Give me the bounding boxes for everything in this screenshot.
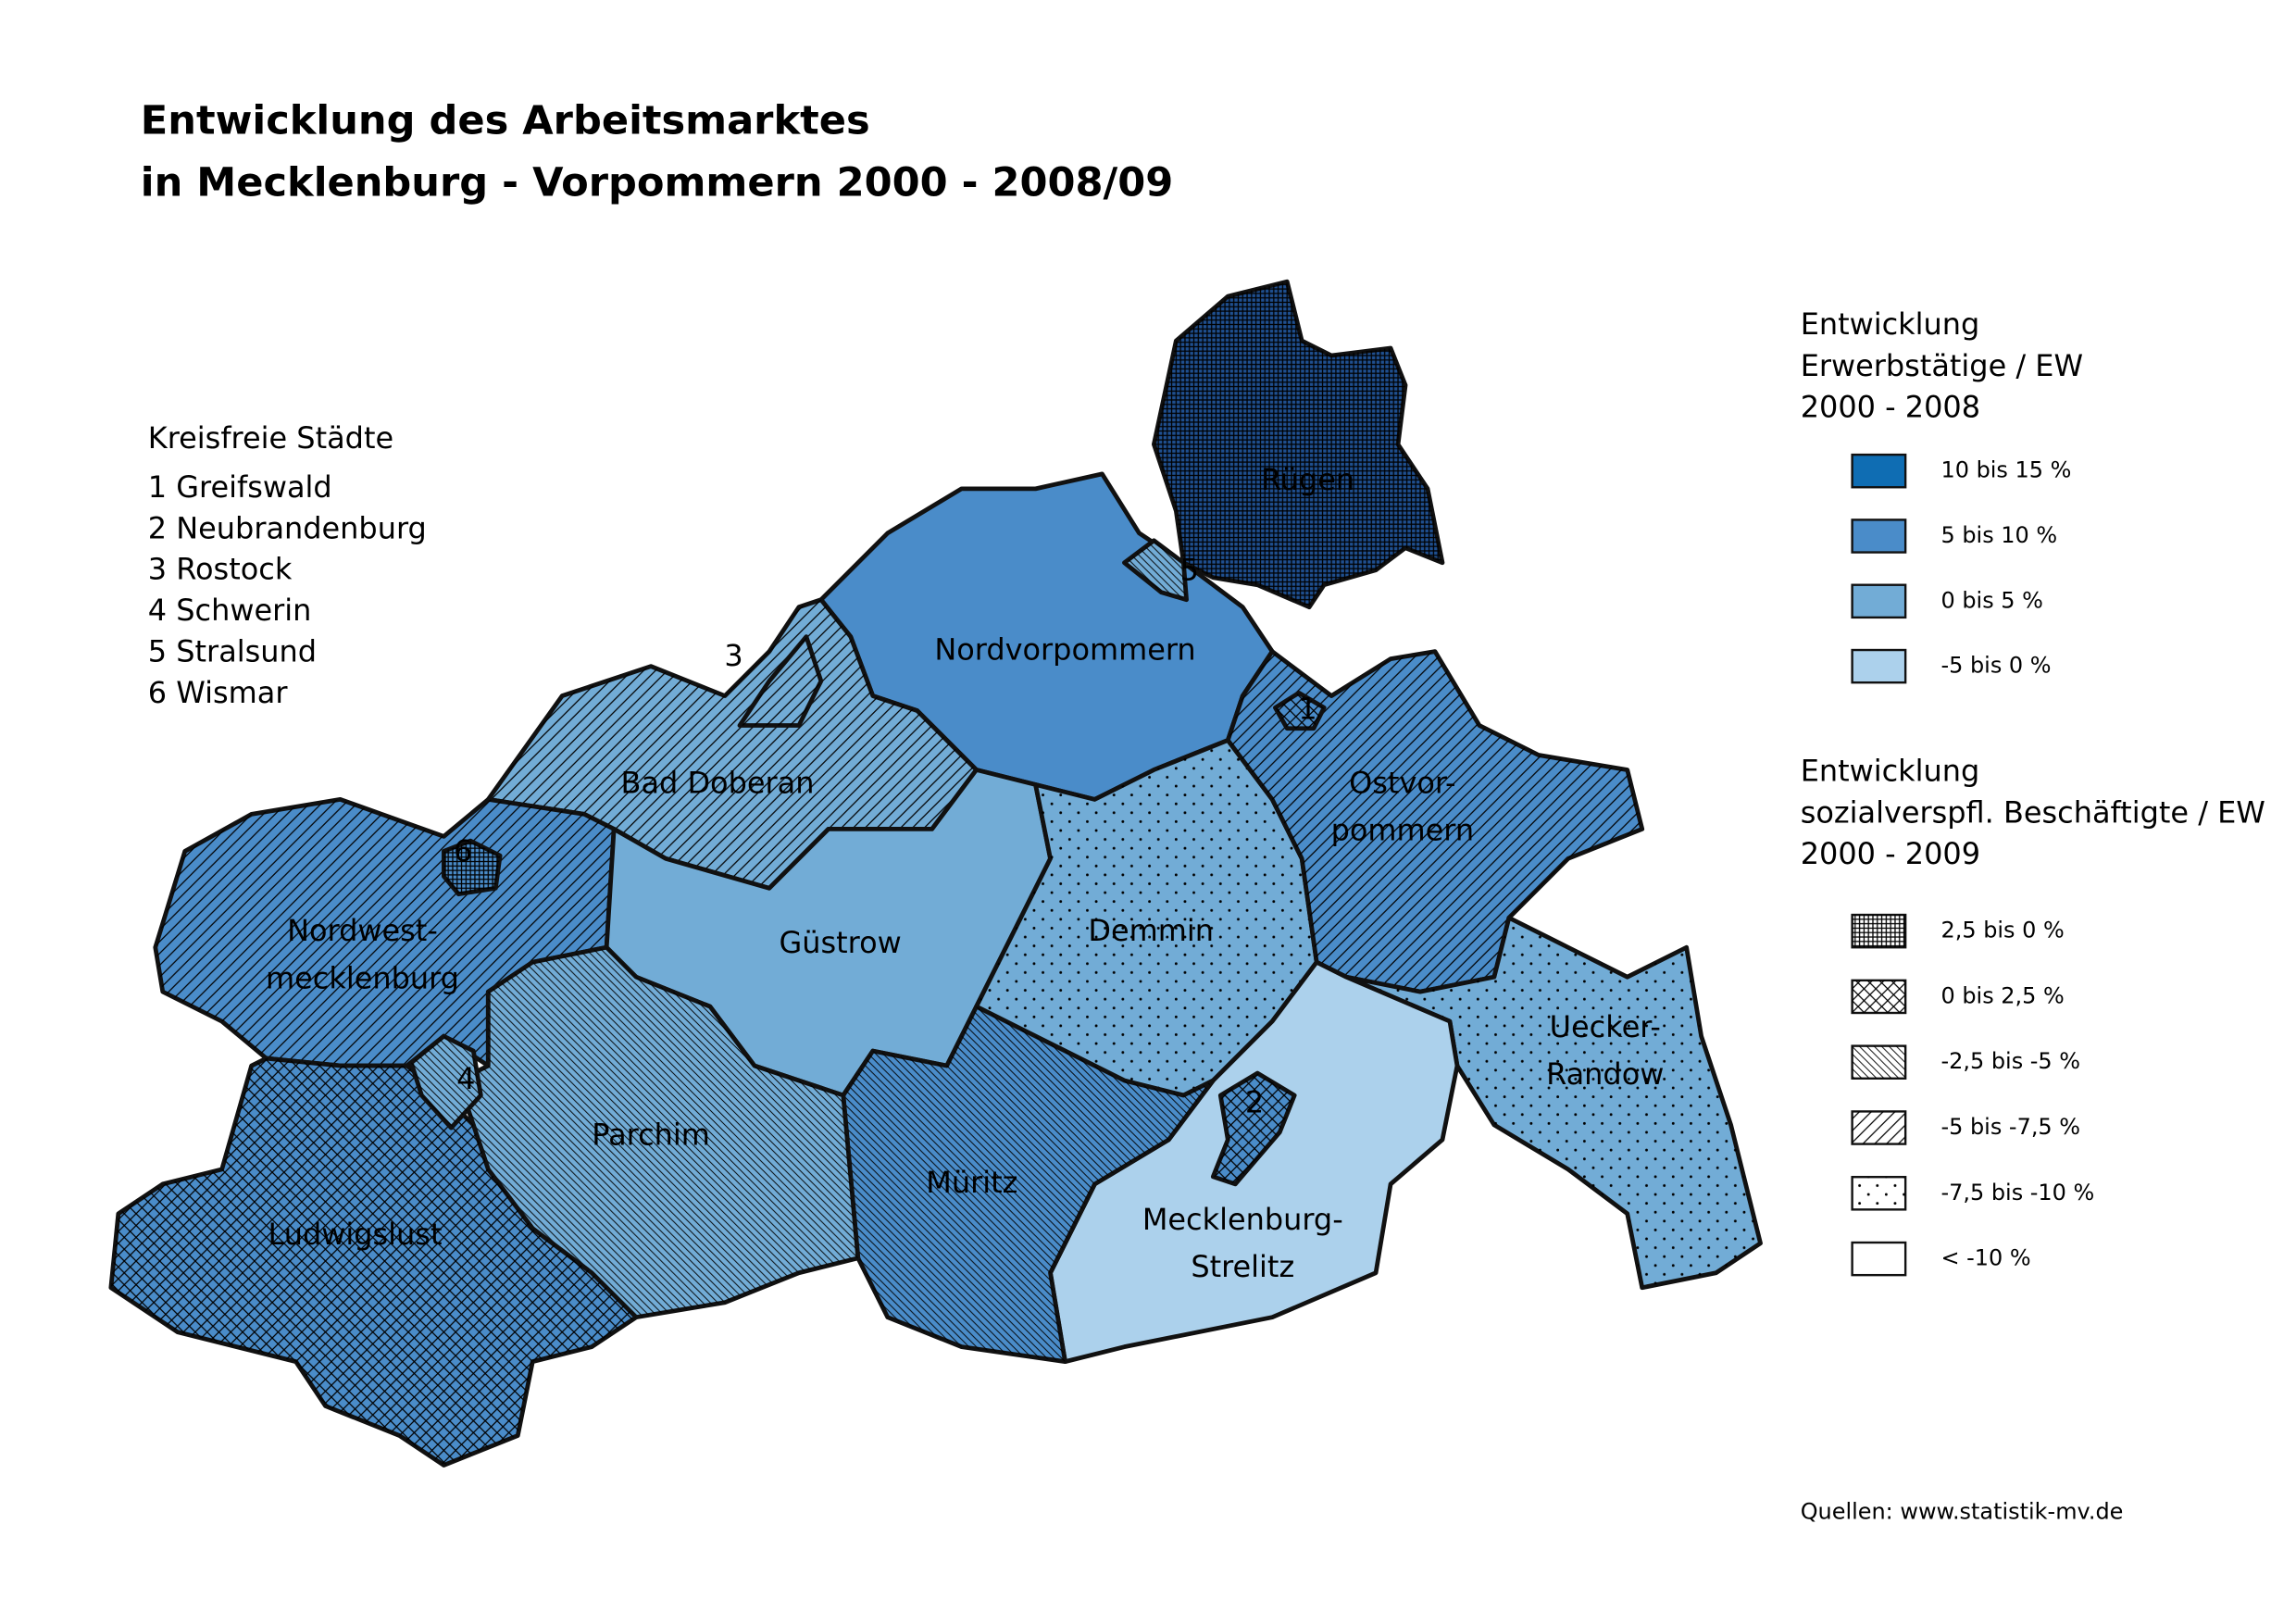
city-number: 5 [1180,552,1199,587]
region-pattern [1228,651,1642,993]
regions [108,279,1763,1468]
region-bad-doberan [485,597,980,891]
legend-label: 0 bis 5 % [1940,587,2042,613]
region-label: Müritz [926,1165,1017,1200]
region-pattern [110,1058,637,1466]
region-label: Strelitz [1191,1249,1294,1284]
legend-label: -2,5 bis -5 % [1940,1048,2080,1074]
region-label: Uecker- [1550,1009,1661,1044]
legend-label: 10 bis 15 % [1940,457,2071,483]
legend-label: 5 bis 10 % [1940,522,2057,548]
legend-swatch [1851,648,1907,684]
region-pattern [458,947,858,1318]
city-entry-number: 3 [148,552,167,587]
region-pattern [976,740,1317,1096]
city-number: 2 [1245,1085,1264,1120]
region-label: pommern [1331,813,1475,848]
legend-pattern [1852,1111,1906,1144]
legend-swatch [1851,583,1907,619]
city-pattern [1275,693,1325,729]
legend-label: -5 bis -7,5 % [1940,1114,2080,1140]
city-entry: 6 Wismar [148,675,289,710]
city-entry-name: Neubrandenburg [176,510,427,545]
title-line: in Mecklenburg - Vorpommern 2000 - 2008/… [141,159,1174,206]
city-entry-number: 5 [148,634,167,669]
legend-label: < -10 % [1940,1245,2030,1271]
city-entry-name: Schwerin [176,593,311,628]
region-ludwigslust [108,1056,639,1468]
legend-title: Erwerbstätige / EW [1801,348,2083,383]
city-pattern [411,1036,481,1129]
city-entry-number: 1 [148,469,167,505]
region-label: Demmin [1088,913,1214,948]
city-entry: 3 Rostock [148,552,293,587]
legend-title: 2000 - 2009 [1801,836,1980,871]
region-label: Randow [1546,1056,1664,1092]
title-line: Entwicklung des Arbeitsmarktes [141,97,870,144]
city-entry-number: 4 [148,593,167,628]
city-number: 1 [1298,692,1316,727]
region-label: mecklenburg [266,960,459,995]
region-pattern [488,599,977,889]
region-ruegen [1151,279,1445,610]
legend-swatch [1851,518,1907,554]
legend-pattern [1852,915,1906,948]
city-pattern [1213,1073,1295,1184]
region-label: Mecklenburg- [1142,1202,1343,1237]
city-number: 6 [454,833,472,868]
city-number: 4 [456,1061,475,1096]
region-label: Güstrow [780,925,902,960]
region-label: Ostvor- [1349,765,1455,800]
legend-label: -5 bis 0 % [1940,653,2051,679]
legend-pattern [1852,1045,1906,1079]
city-entry: 2 Neubrandenburg [148,510,427,545]
city-pattern [739,636,821,726]
cities-heading: Kreisfreie Städte [148,420,393,456]
city-entry-name: Wismar [176,675,288,710]
region-pattern [1154,281,1442,607]
legend-label: 0 bis 2,5 % [1940,982,2064,1008]
legend-title: Entwicklung [1801,754,1980,789]
city-pattern [443,841,501,894]
city-entry: 1 Greifswald [148,469,332,505]
legend-title: sozialverspfl. Beschäftigte / EW [1801,794,2265,830]
region-label: Nordvorpommern [934,632,1195,668]
region-label: Bad Doberan [621,765,815,800]
legend-swatch [1851,453,1907,489]
legend-label: -7,5 bis -10 % [1940,1180,2094,1206]
city-entry-number: 6 [148,675,167,710]
legend-pattern [1852,980,1906,1013]
legend-pattern [1852,1177,1906,1210]
region-label: Rügen [1261,462,1354,497]
city-entry-name: Stralsund [176,634,317,669]
region-pattern [842,1006,1214,1362]
city-entry: 4 Schwerin [148,593,312,628]
region-mueritz [841,1004,1216,1365]
region-pattern [1346,918,1761,1288]
city-entry: 5 Stralsund [148,634,317,669]
legend-title: 2000 - 2008 [1801,390,1980,425]
region-label: Nordwest- [287,913,438,948]
source: Quellen: www.statistik-mv.de [1801,1499,2124,1525]
legend-label: 2,5 bis 0 % [1940,918,2064,943]
legend-title: Entwicklung [1801,306,1980,342]
region-parchim [455,944,861,1320]
city-pattern [1124,540,1187,600]
city-number: 3 [724,638,742,673]
legend-swatch [1851,1241,1907,1277]
region-uecker-randow [1343,915,1763,1291]
city-numbers: 1 2 3 4 5 6 [454,552,1317,1119]
city-entry-name: Rostock [176,552,293,587]
city-entry-name: Greifswald [176,469,331,505]
region-label: Parchim [592,1118,710,1153]
city-entry-number: 2 [148,510,167,545]
region-label: Ludwigslust [268,1217,443,1252]
